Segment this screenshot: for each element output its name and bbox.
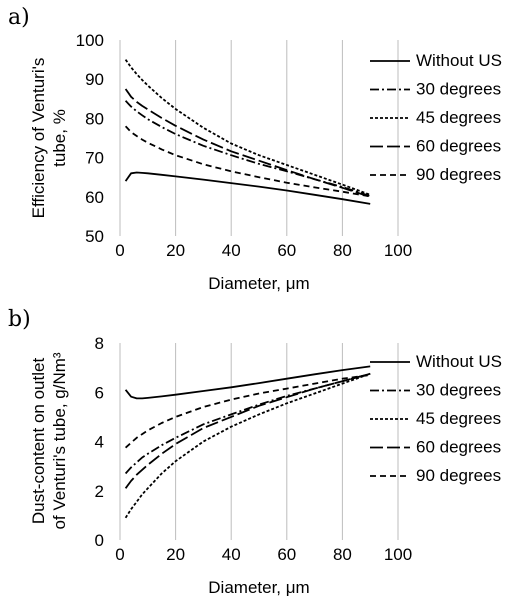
- series-line-mediumdash: [124, 125, 371, 198]
- x-tick-label: 60: [277, 545, 296, 564]
- chart-panel-b: b) 0 20 40 60 80 100 0 2 4 6 8 Diameter, μm Dust-cont…: [8, 307, 502, 597]
- x-tick-label: 0: [115, 241, 124, 260]
- y-tick-label: 100: [76, 31, 104, 50]
- x-tick-label: 100: [384, 545, 412, 564]
- x-axis-title: Diameter, μm: [208, 274, 309, 293]
- x-tick-label: 0: [115, 545, 124, 564]
- y-tick-label: 4: [95, 433, 104, 452]
- y-tick-label: 80: [85, 109, 104, 128]
- x-tick-label: 100: [384, 241, 412, 260]
- legend-label: 30 degrees: [416, 80, 501, 99]
- y-tick-label: 6: [95, 383, 104, 402]
- series-line-longdash: [124, 372, 371, 489]
- legend-label: 30 degrees: [416, 381, 501, 400]
- series-line-shortdash: [124, 372, 371, 519]
- y-tick-label: 90: [85, 70, 104, 89]
- x-tick-label: 40: [222, 241, 241, 260]
- panel-label: a): [8, 5, 30, 30]
- legend-label: Without US: [416, 51, 502, 70]
- y-tick-label: 70: [85, 149, 104, 168]
- legend-label: 45 degrees: [416, 409, 501, 428]
- y-tick-label: 0: [95, 531, 104, 550]
- y-tick-label: 60: [85, 188, 104, 207]
- x-tick-label: 80: [333, 241, 352, 260]
- y-tick-label: 50: [85, 227, 104, 246]
- legend-label: 60 degrees: [416, 438, 501, 457]
- x-axis-title: Diameter, μm: [208, 578, 309, 597]
- series-line-mediumdash: [124, 374, 371, 449]
- legend-label: 60 degrees: [416, 137, 501, 156]
- series-line-solid: [124, 365, 371, 400]
- x-tick-label: 20: [166, 241, 185, 260]
- legend-label: 90 degrees: [416, 165, 501, 184]
- series-line-shortdash: [124, 59, 371, 196]
- x-tick-label: 60: [277, 241, 296, 260]
- legend-label: 90 degrees: [416, 466, 501, 485]
- y-axis-title: Efficiency of Venturi's tube, %: [29, 58, 69, 219]
- y-tick-label: 8: [95, 334, 104, 353]
- panel-label: b): [8, 307, 31, 332]
- legend-label: 45 degrees: [416, 108, 501, 127]
- legend-label: Without US: [416, 352, 502, 371]
- series-line-longdash: [124, 88, 371, 198]
- series-line-dashdot: [124, 100, 371, 197]
- series-line-solid: [124, 171, 371, 205]
- x-tick-label: 20: [166, 545, 185, 564]
- x-tick-label: 40: [222, 545, 241, 564]
- x-tick-label: 80: [333, 545, 352, 564]
- y-axis-title: Dust-content on outlet of Venturi's tube,…: [29, 352, 69, 529]
- y-tick-label: 2: [95, 482, 104, 501]
- chart-panel-a: a) 0 20 40 60 80 100 50 60 70 80 90 100 Diameter, μm E…: [8, 5, 502, 293]
